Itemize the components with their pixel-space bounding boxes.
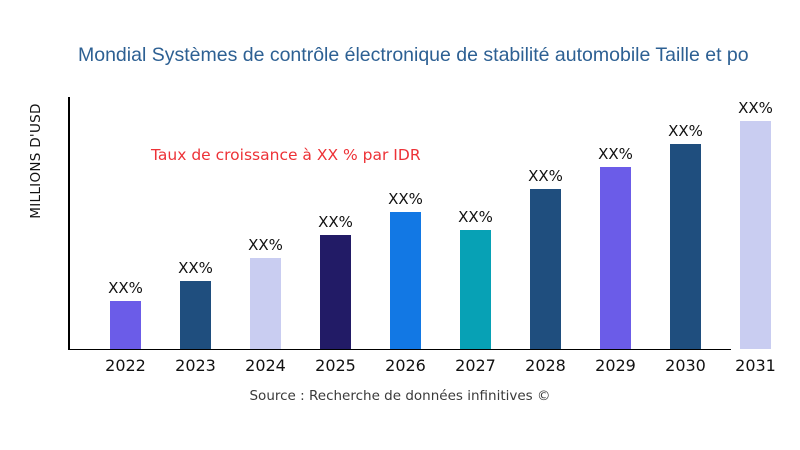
bar-value-label: XX% (388, 190, 423, 208)
bar-value-label: XX% (598, 145, 633, 163)
growth-rate-annotation: Taux de croissance à XX % par IDR (151, 146, 421, 164)
x-axis-line (68, 348, 731, 351)
x-tick-label: 2027 (455, 356, 496, 375)
chart-title: Mondial Systèmes de contrôle électroniqu… (78, 44, 749, 66)
source-text: Source : Recherche de données infinitive… (249, 388, 551, 404)
x-tick-label: 2024 (245, 356, 286, 375)
x-tick-label: 2029 (595, 356, 636, 375)
x-tick-label: 2022 (105, 356, 146, 375)
x-tick-label: 2030 (665, 356, 706, 375)
bar-2031 (740, 121, 771, 349)
x-tick-label: 2025 (315, 356, 356, 375)
y-axis-label: MILLIONS D'USD (28, 103, 44, 219)
bar-value-label: XX% (108, 279, 143, 297)
bar-2028 (530, 189, 561, 349)
bar-2024 (250, 258, 281, 349)
x-tick-label: 2023 (175, 356, 216, 375)
bar-value-label: XX% (318, 213, 353, 231)
bar-2030 (670, 144, 701, 349)
x-tick-label: 2026 (385, 356, 426, 375)
bar-value-label: XX% (668, 122, 703, 140)
bar-value-label: XX% (528, 167, 563, 185)
y-axis-line (68, 97, 70, 350)
bar-value-label: XX% (738, 99, 773, 117)
x-tick-label: 2031 (735, 356, 776, 375)
bar-2025 (320, 235, 351, 349)
bar-2026 (390, 212, 421, 349)
bar-value-label: XX% (458, 208, 493, 226)
bar-value-label: XX% (178, 259, 213, 277)
bar-2022 (110, 301, 141, 349)
bar-2029 (600, 167, 631, 349)
bar-2027 (460, 230, 491, 349)
bar-value-label: XX% (248, 236, 283, 254)
x-tick-label: 2028 (525, 356, 566, 375)
bar-2023 (180, 281, 211, 349)
